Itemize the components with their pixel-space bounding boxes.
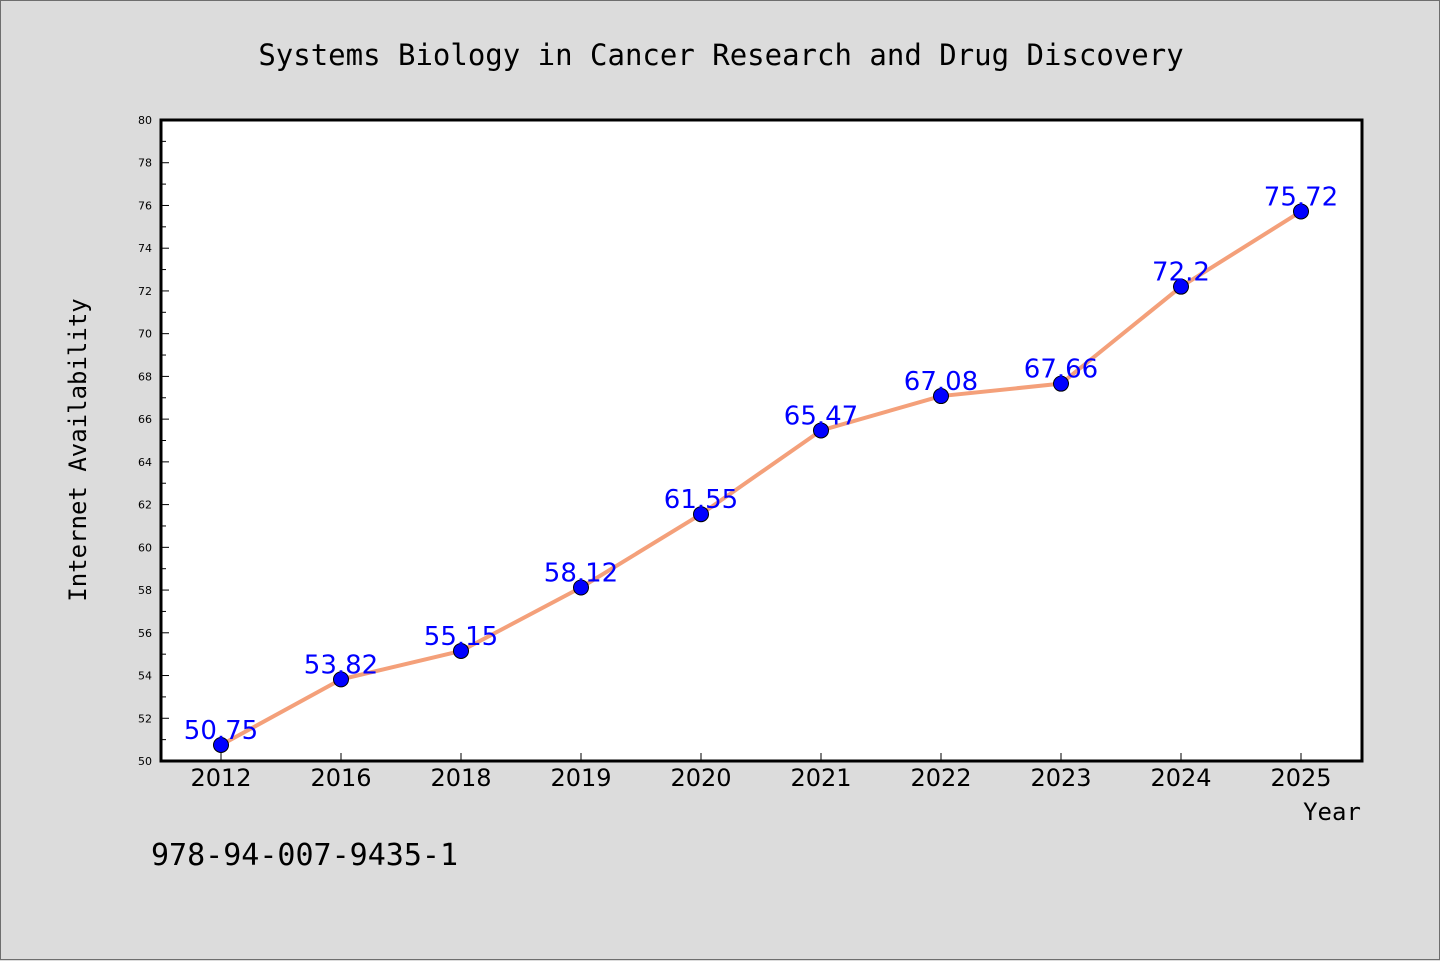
- data-point: [1053, 375, 1069, 392]
- caption-isbn: 978-94-007-9435-1: [151, 838, 458, 873]
- x-tick-label: 2018: [430, 764, 491, 792]
- x-tick-label: 2021: [790, 764, 851, 792]
- x-tick-label: 2025: [1270, 764, 1331, 792]
- x-tick-label: 2023: [1030, 764, 1091, 792]
- data-point: [573, 579, 589, 596]
- y-tick-label: 80: [138, 114, 152, 127]
- series-group: [213, 203, 1309, 753]
- x-tick-label: 2022: [910, 764, 971, 792]
- data-point: [1173, 278, 1189, 295]
- data-label: 65.47: [784, 401, 858, 431]
- y-tick-label: 70: [138, 328, 152, 341]
- y-tick-label: 50: [138, 755, 152, 768]
- y-tick-label: 76: [138, 199, 152, 212]
- chart-title: Systems Biology in Cancer Research and D…: [258, 38, 1183, 72]
- y-tick-label: 62: [138, 499, 152, 512]
- y-axis-label: Internet Availability: [64, 298, 92, 601]
- y-tick-label: 66: [138, 413, 152, 426]
- data-point: [333, 671, 349, 688]
- plot-area: [159, 118, 1364, 763]
- x-tick-label: 2016: [310, 764, 371, 792]
- y-tick-label: 60: [138, 541, 152, 554]
- data-label: 58.12: [544, 559, 618, 589]
- data-point: [933, 388, 949, 405]
- y-tick-label: 64: [138, 456, 152, 469]
- series-line: [219, 209, 1303, 747]
- y-tick-label: 52: [138, 712, 152, 725]
- x-tick-label: 2024: [1150, 764, 1211, 792]
- y-tick-label: 68: [138, 370, 152, 383]
- data-labels: 50.75 53.82 55.15 58.12 61.55 65.47 67.08 67.66…: [184, 182, 1338, 746]
- y-tick-label: 74: [138, 242, 152, 255]
- data-label: 67.08: [904, 367, 978, 397]
- y-tick-label: 72: [138, 285, 152, 298]
- data-label: 55.15: [424, 622, 498, 652]
- data-label: 50.75: [184, 716, 258, 746]
- data-point: [453, 642, 469, 659]
- data-point: [1293, 203, 1309, 220]
- x-axis-label: Year: [1303, 798, 1361, 826]
- x-tick-label: 2019: [550, 764, 611, 792]
- y-tick-label: 56: [138, 627, 152, 640]
- data-point: [693, 506, 709, 523]
- y-axis: 50 52 54 56 58 60 62 64 66 68 70 72 74 76 78 80: [138, 114, 169, 768]
- y-tick-label: 58: [138, 584, 152, 597]
- data-point: [213, 736, 229, 753]
- data-label: 61.55: [664, 485, 738, 515]
- y-tick-label: 78: [138, 157, 152, 170]
- data-label: 67.66: [1024, 355, 1098, 385]
- x-axis: 2012 2016 2018 2019 2020 2021 2022 2023 2024 2025: [190, 753, 1332, 792]
- y-tick-label: 54: [138, 670, 152, 683]
- x-tick-label: 2020: [670, 764, 731, 792]
- data-label: 53.82: [304, 650, 378, 680]
- data-label: 75.72: [1264, 182, 1338, 212]
- x-tick-label: 2012: [190, 764, 251, 792]
- data-point: [813, 422, 829, 439]
- data-label: 72.2: [1152, 258, 1210, 288]
